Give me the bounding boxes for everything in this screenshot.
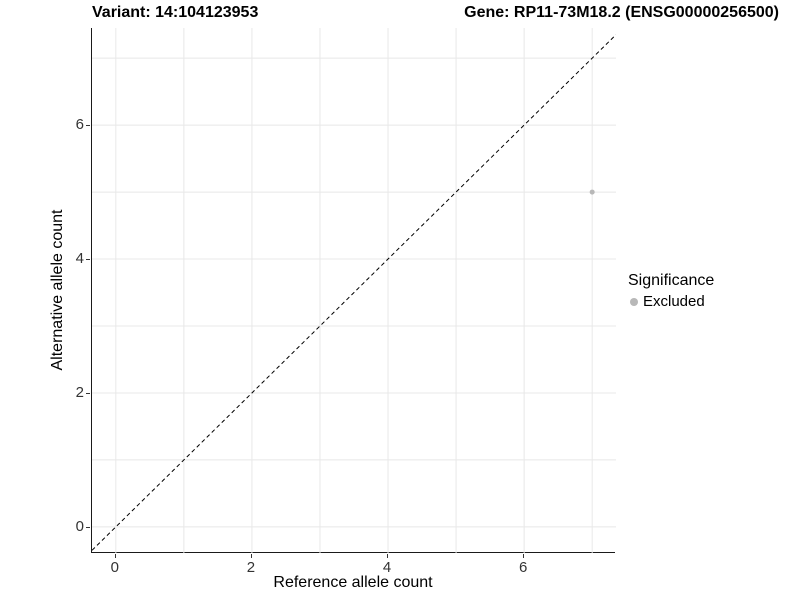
y-tick-mark xyxy=(86,526,90,528)
x-tick-label: 2 xyxy=(246,559,256,576)
y-tick-label: 4 xyxy=(75,250,84,268)
identity-dashed-line xyxy=(92,34,616,551)
legend-key-dot-icon xyxy=(630,297,638,306)
plot-panel xyxy=(91,28,616,553)
x-tick-mark xyxy=(387,554,389,558)
scatter-plot-svg xyxy=(92,28,616,553)
x-axis-title: Reference allele count xyxy=(273,574,433,591)
x-tick-label: 6 xyxy=(518,559,528,576)
variant-title: Variant: 14:104123953 xyxy=(92,4,259,21)
gene-title: Gene: RP11-73M18.2 (ENSG00000256500) xyxy=(464,4,779,21)
x-tick-label: 4 xyxy=(382,559,392,576)
x-tick-label: 0 xyxy=(110,559,119,576)
legend-entry-label: Excluded xyxy=(643,293,705,310)
y-tick-label: 2 xyxy=(75,383,84,401)
y-tick-mark xyxy=(86,259,90,261)
legend-entry: Excluded xyxy=(628,293,793,310)
y-tick-label: 6 xyxy=(75,116,84,134)
legend-entries: Excluded xyxy=(628,293,793,310)
x-tick-mark xyxy=(523,554,525,558)
y-tick-mark xyxy=(86,392,90,394)
y-tick-label: 0 xyxy=(75,517,84,535)
x-tick-mark xyxy=(114,554,116,558)
data-point xyxy=(589,189,595,195)
y-tick-mark xyxy=(86,125,90,127)
x-tick-mark xyxy=(250,554,252,558)
legend: Significance Excluded xyxy=(628,271,793,310)
y-axis-title: Alternative allele count xyxy=(49,209,66,371)
legend-title: Significance xyxy=(628,272,715,289)
